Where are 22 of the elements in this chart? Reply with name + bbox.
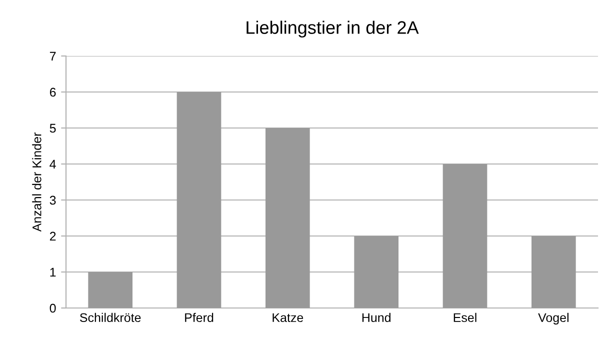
bar [176, 92, 222, 308]
bar [442, 164, 488, 308]
y-tick-label: 2 [50, 232, 56, 241]
y-tick-label: 7 [50, 52, 56, 61]
chart-title: Lieblingstier in der 2A [246, 20, 419, 38]
bar [88, 272, 132, 308]
y-tick-label: 3 [50, 196, 56, 205]
bar [266, 128, 310, 308]
x-tick-label: Hund [362, 312, 390, 322]
y-tick-label: 4 [50, 160, 56, 169]
y-tick-label: 6 [50, 88, 56, 97]
x-tick-label: Pferd [185, 312, 214, 322]
bar [532, 236, 576, 308]
bar [354, 236, 398, 308]
y-axis-title: Anzahl der Kinder [32, 132, 42, 232]
x-tick-label: Katze [272, 313, 304, 322]
x-tick-label: Esel [454, 312, 476, 322]
y-tick-label: 0 [50, 304, 56, 313]
y-tick-label: 5 [50, 124, 56, 133]
x-tick-label: Schildkröte [80, 312, 141, 322]
y-tick-label: 1 [50, 268, 56, 277]
x-tick-label: Vogel [538, 312, 568, 325]
